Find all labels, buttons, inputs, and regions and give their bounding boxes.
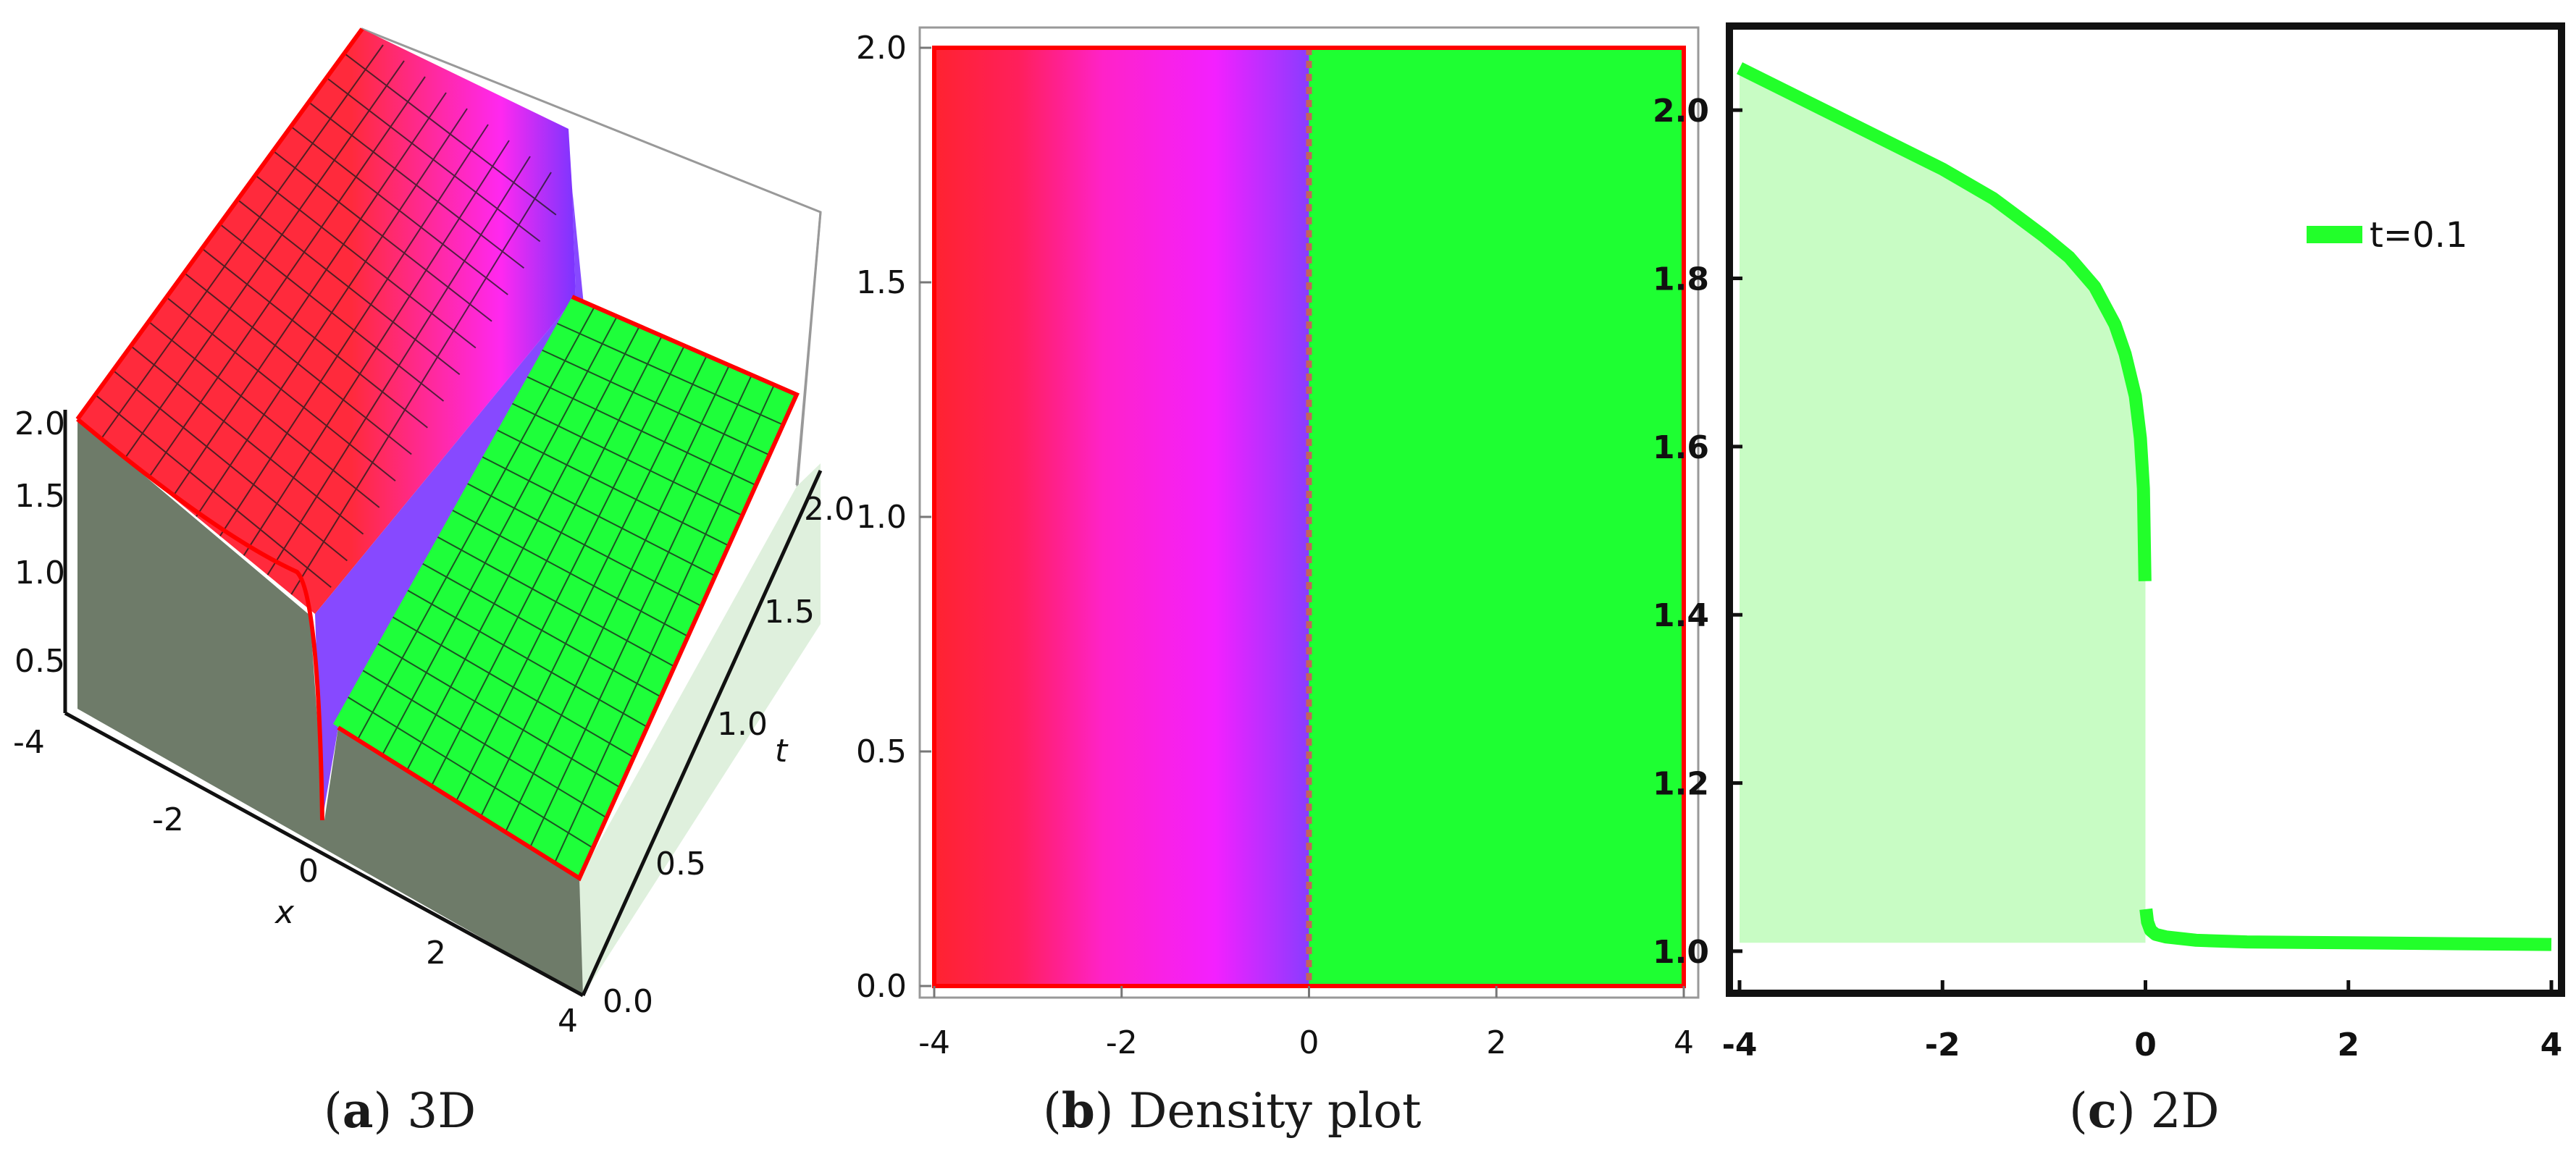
x-tick-label: -4 (918, 1024, 950, 1061)
panel-3d: 2.0 1.5 1.0 0.5 -4 -2 0 2 4 x 0.0 0.5 1.… (13, 28, 855, 1040)
y-tick-label: 1.0 (856, 499, 907, 536)
density-region (934, 48, 1309, 986)
caption-text: Density plot (1128, 1083, 1422, 1139)
x-tick-label: 4 (2541, 1027, 2563, 1063)
caption-c: (c) 2D (2069, 1082, 2220, 1139)
caption-text: 2D (2150, 1083, 2220, 1139)
surface-mesh (94, 44, 784, 864)
legend: t=0.1 (2307, 215, 2467, 256)
x-tick-label: 0 (298, 853, 319, 890)
t-tick-label: 1.5 (764, 594, 815, 631)
t-tick-label: 0.5 (655, 846, 706, 882)
z-ticks: 2.0 1.5 1.0 0.5 (14, 405, 65, 680)
surface-right-wall (579, 463, 821, 995)
surface-edge-back (75, 28, 364, 421)
mesh-line (196, 108, 468, 518)
x-tick-label: -2 (1106, 1024, 1138, 1061)
panel-2d: -4 -2 0 2 4 1.0 1.2 1.4 1.6 1.8 2.0 t=0.1 (1653, 22, 2565, 1063)
mesh-line (148, 76, 426, 479)
legend-label: t=0.1 (2370, 215, 2467, 256)
bbox-right-edge (796, 211, 822, 487)
x-tick-label: -2 (152, 801, 184, 838)
surface-right-face (333, 297, 797, 878)
t-tick-label: 1.0 (717, 706, 768, 743)
mesh-line (124, 60, 405, 459)
y-tick-label: 0.0 (856, 968, 907, 1005)
y-tick-label: 1.6 (1653, 429, 1709, 466)
z-tick-label: 1.5 (14, 478, 65, 515)
line-ticks: -4 -2 0 2 4 1.0 1.2 1.4 1.6 1.8 2.0 (1653, 93, 2562, 1063)
mesh-line (554, 384, 775, 864)
x-tick-label: 2 (1486, 1024, 1506, 1061)
y-tick-label: 2.0 (856, 30, 907, 67)
x-tick-label: -2 (1925, 1027, 1960, 1063)
caption-b: (b) Density plot (1043, 1082, 1422, 1139)
y-tick-label: 1.2 (1653, 766, 1709, 803)
series-fill (1740, 68, 2146, 943)
mesh-line (357, 306, 595, 740)
y-tick-label: 2.0 (1653, 93, 1709, 130)
mesh-line (290, 172, 552, 595)
x-tick-label: 4 (1674, 1024, 1694, 1061)
density-ticks: -4 -2 0 2 4 0.0 0.5 1.0 1.5 2.0 (856, 30, 1694, 1061)
density-region (1309, 48, 1684, 986)
mesh-line (243, 140, 510, 556)
mesh-line (529, 374, 752, 848)
caption-text: 3D (407, 1083, 477, 1139)
z-tick-label: 1.0 (14, 555, 65, 591)
mesh-line (505, 365, 730, 833)
x-axis-line (64, 711, 584, 998)
x-tick-label: -4 (1722, 1027, 1758, 1063)
y-tick-label: 1.0 (1653, 934, 1709, 971)
mesh-line (100, 44, 384, 439)
series-line (2139, 908, 2552, 951)
mesh-line (267, 156, 531, 576)
x-tick-label: 4 (558, 1003, 578, 1040)
mesh-line (219, 124, 489, 536)
mesh-line (480, 355, 708, 817)
x-ticks: -4 -2 0 2 4 x (13, 724, 578, 1040)
series-lines (1737, 62, 2552, 951)
y-tick-label: 1.4 (1653, 597, 1709, 634)
caption-a: (a) 3D (324, 1082, 477, 1139)
z-tick-label: 2.0 (14, 405, 65, 442)
t-tick-label: 0.0 (603, 983, 653, 1020)
density-regions (934, 48, 1684, 986)
surface-cliff (315, 188, 587, 820)
z-tick-label: 0.5 (14, 643, 65, 680)
x-tick-label: 2 (2337, 1027, 2359, 1063)
caption-letter: b (1061, 1082, 1095, 1139)
surface-edge-right (337, 295, 800, 882)
surface-front-wall (77, 419, 583, 995)
t-axis-title: t (775, 733, 789, 770)
mesh-line (172, 92, 447, 498)
x-tick-label: -4 (13, 724, 45, 761)
y-tick-label: 1.5 (856, 264, 907, 301)
caption-letter: c (2087, 1082, 2117, 1139)
t-axis-line (581, 469, 823, 997)
mesh-line (456, 345, 685, 801)
mesh-line (382, 316, 618, 756)
mesh-line (406, 326, 640, 771)
t-ticks: 0.0 0.5 1.0 1.5 2.0 t (603, 491, 855, 1020)
mesh-line (431, 335, 663, 786)
y-tick-label: 1.8 (1653, 261, 1709, 298)
x-tick-label: 0 (2134, 1027, 2157, 1063)
x-tick-label: 2 (426, 935, 446, 972)
series-line (1737, 62, 2152, 581)
y-tick-label: 0.5 (856, 733, 907, 770)
x-axis-title: x (274, 894, 295, 931)
panel-density: -4 -2 0 2 4 0.0 0.5 1.0 1.5 2.0 (856, 26, 1700, 1061)
x-tick-label: 0 (1299, 1024, 1320, 1061)
surface-edge-front (76, 417, 324, 821)
caption-letter: a (342, 1082, 374, 1139)
t-tick-label: 2.0 (804, 491, 855, 528)
